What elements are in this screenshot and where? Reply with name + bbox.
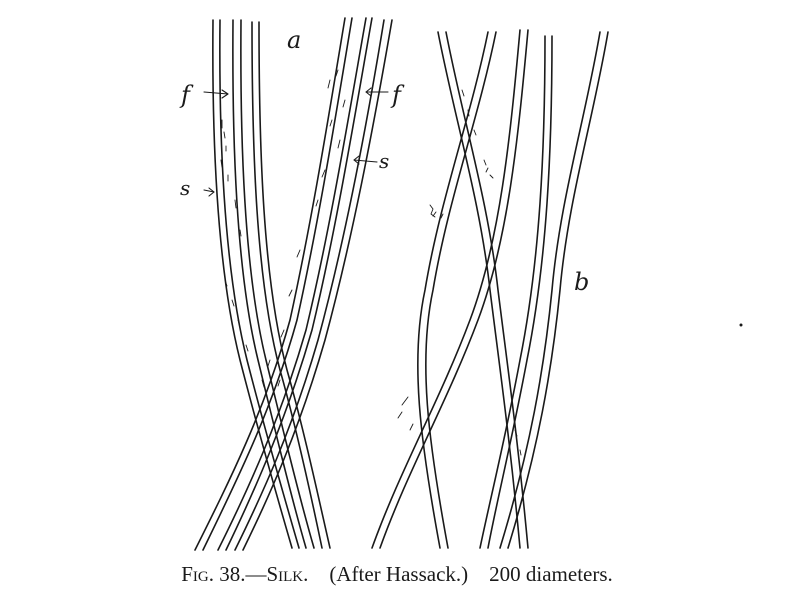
stray-dot (739, 323, 743, 327)
sericin-label-left: s (180, 176, 191, 200)
fibroin-label-right: f (392, 81, 401, 109)
fiber-drawing (194, 17, 743, 551)
panel-a-fibers (194, 17, 393, 551)
caption-source: (After Hassack.) (329, 562, 469, 586)
panel-a-texture (220, 69, 346, 388)
panel-a-leader-lines (203, 87, 389, 197)
panel-b-label: b (574, 268, 590, 296)
caption-magnification: 200 diameters. (489, 562, 613, 586)
panel-a-label: a (287, 26, 302, 54)
caption-fig-number: Fig. 38.— (181, 562, 267, 586)
silk-fiber-illustration: a b f f s s (180, 17, 743, 551)
figure-caption: Fig. 38.—Silk. (After Hassack.) 200 diam… (0, 562, 794, 587)
caption-title: Silk. (266, 562, 309, 586)
panel-b-texture (397, 89, 522, 456)
panel-b-fibers (371, 29, 609, 549)
sericin-label-right: s (379, 149, 390, 173)
fibroin-label-left: f (181, 81, 190, 109)
